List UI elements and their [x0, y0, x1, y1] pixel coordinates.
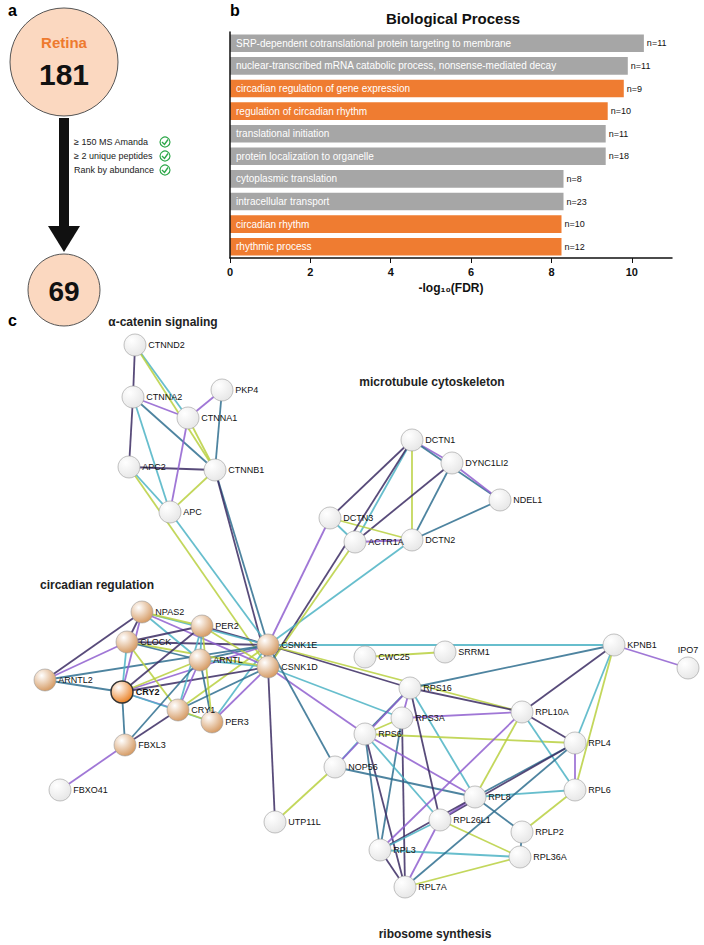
svg-text:CTNNB1: CTNNB1: [228, 465, 264, 475]
svg-text:CTNND2: CTNND2: [148, 340, 185, 350]
svg-text:CTNNA2: CTNNA2: [146, 392, 182, 402]
svg-text:microtubule cytoskeleton: microtubule cytoskeleton: [359, 375, 504, 389]
svg-text:CSNK1D: CSNK1D: [281, 662, 318, 672]
svg-text:rhythmic process: rhythmic process: [236, 241, 312, 252]
svg-text:6: 6: [468, 266, 474, 278]
svg-text:DCTN3: DCTN3: [343, 513, 373, 523]
svg-text:CTNNA1: CTNNA1: [201, 413, 237, 423]
svg-text:8: 8: [548, 266, 554, 278]
svg-text:RPL7A: RPL7A: [418, 882, 447, 892]
svg-text:CRY2: CRY2: [136, 687, 160, 697]
svg-text:≥ 2 unique peptides: ≥ 2 unique peptides: [74, 151, 153, 161]
svg-text:circadian regulation: circadian regulation: [40, 578, 154, 592]
svg-text:intracellular transport: intracellular transport: [236, 196, 330, 207]
svg-text:4: 4: [388, 266, 395, 278]
svg-text:regulation of circadian rhythm: regulation of circadian rhythm: [236, 106, 367, 117]
svg-text:CLOCK: CLOCK: [140, 637, 171, 647]
svg-text:circadian rhythm: circadian rhythm: [236, 219, 309, 230]
svg-text:ribosome synthesis: ribosome synthesis: [379, 927, 492, 941]
svg-text:NPAS2: NPAS2: [155, 607, 184, 617]
svg-text:RPL3: RPL3: [393, 845, 416, 855]
svg-text:RPL4: RPL4: [588, 738, 611, 748]
svg-text:69: 69: [48, 276, 79, 307]
svg-text:≥ 150 MS Amanda: ≥ 150 MS Amanda: [74, 137, 148, 147]
svg-text:CSNK1E: CSNK1E: [281, 640, 317, 650]
svg-text:PKP4: PKP4: [235, 385, 258, 395]
svg-text:RPL26L1: RPL26L1: [453, 815, 491, 825]
svg-text:CRY1: CRY1: [191, 705, 215, 715]
svg-text:b: b: [230, 2, 240, 19]
svg-text:n=9: n=9: [627, 84, 642, 94]
svg-text:RPS6: RPS6: [378, 729, 402, 739]
svg-text:n=10: n=10: [611, 106, 631, 116]
svg-text:DCTN1: DCTN1: [425, 435, 455, 445]
svg-text:RPL6: RPL6: [588, 785, 611, 795]
svg-text:PER3: PER3: [225, 717, 249, 727]
svg-text:UTP11L: UTP11L: [288, 817, 320, 827]
svg-text:Biological Process: Biological Process: [386, 10, 520, 27]
svg-text:n=12: n=12: [565, 242, 585, 252]
svg-text:SRRM1: SRRM1: [458, 647, 490, 657]
svg-text:APC2: APC2: [142, 462, 166, 472]
svg-text:RPL36A: RPL36A: [533, 852, 567, 862]
svg-text:2: 2: [307, 266, 313, 278]
svg-text:n=11: n=11: [631, 61, 651, 71]
svg-text:DYNC1LI2: DYNC1LI2: [465, 458, 508, 468]
svg-text:-log₁₀(FDR): -log₁₀(FDR): [418, 281, 483, 295]
svg-text:FBXO41: FBXO41: [73, 785, 108, 795]
svg-text:ARNTL2: ARNTL2: [58, 675, 93, 685]
svg-text:FBXL3: FBXL3: [138, 740, 166, 750]
svg-text:n=11: n=11: [609, 129, 629, 139]
svg-text:PER2: PER2: [215, 621, 239, 631]
svg-text:SRP-dependent cotranslational: SRP-dependent cotranslational protein ta…: [236, 38, 512, 49]
svg-text:RPL10A: RPL10A: [535, 707, 569, 717]
svg-text:RPL8: RPL8: [488, 792, 511, 802]
svg-text:protein localization to organe: protein localization to organelle: [236, 151, 374, 162]
svg-text:ACTR1A: ACTR1A: [368, 537, 404, 547]
svg-text:ARNTL: ARNTL: [213, 655, 243, 665]
svg-text:RPS3A: RPS3A: [415, 713, 445, 723]
svg-text:10: 10: [626, 266, 638, 278]
svg-text:181: 181: [39, 58, 89, 91]
svg-text:cytoplasmic translation: cytoplasmic translation: [236, 173, 337, 184]
svg-text:NOP56: NOP56: [348, 762, 378, 772]
svg-text:RPS16: RPS16: [423, 683, 452, 693]
svg-text:nuclear-transcribed mRNA catab: nuclear-transcribed mRNA catabolic proce…: [236, 60, 556, 71]
svg-text:a: a: [8, 2, 17, 19]
svg-text:c: c: [8, 312, 17, 329]
svg-text:n=8: n=8: [567, 174, 582, 184]
svg-text:RPLP2: RPLP2: [535, 827, 564, 837]
svg-text:NDEL1: NDEL1: [513, 495, 542, 505]
svg-text:Retina: Retina: [41, 34, 88, 51]
svg-text:n=11: n=11: [647, 38, 667, 48]
svg-text:KPNB1: KPNB1: [627, 640, 657, 650]
svg-text:translational initiation: translational initiation: [236, 128, 329, 139]
svg-text:circadian regulation of gene e: circadian regulation of gene expression: [236, 83, 410, 94]
svg-text:n=18: n=18: [609, 151, 629, 161]
svg-text:α-catenin signaling: α-catenin signaling: [108, 315, 217, 329]
svg-text:CWC25: CWC25: [378, 652, 410, 662]
svg-text:0: 0: [227, 266, 233, 278]
svg-text:IPO7: IPO7: [678, 645, 699, 655]
svg-text:n=10: n=10: [565, 219, 585, 229]
svg-text:DCTN2: DCTN2: [425, 535, 455, 545]
svg-text:n=23: n=23: [567, 197, 587, 207]
svg-text:APC: APC: [183, 507, 202, 517]
svg-text:Rank by abundance: Rank by abundance: [74, 165, 154, 175]
